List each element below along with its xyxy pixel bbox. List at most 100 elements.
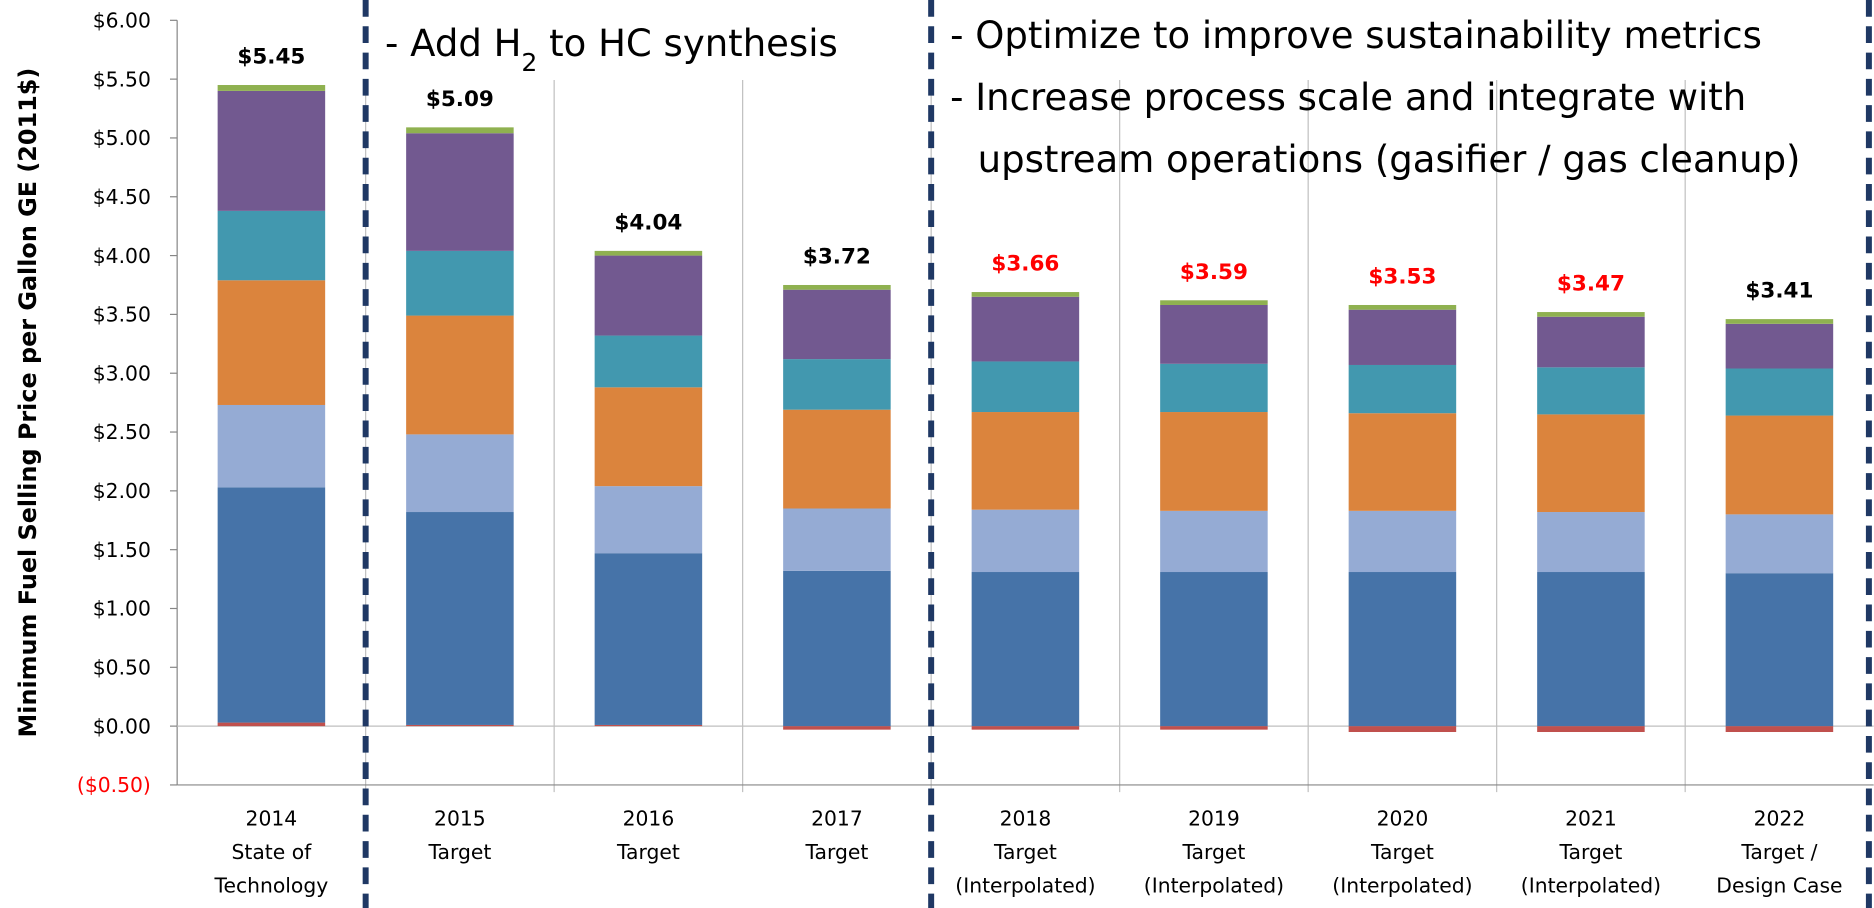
bar-segment [1348,510,1457,573]
bar-segment [406,315,514,435]
x-tick-label: Technology [214,873,329,897]
total-label: $3.66 [991,252,1059,277]
y-tick-label: $1.00 [93,597,151,621]
x-tick-label: Target / [1740,840,1817,864]
x-tick-label: Target [428,840,492,864]
bar-segment [594,250,703,256]
x-tick-label: Target [993,840,1057,864]
x-tick-label: Target [805,840,869,864]
bar-segment [783,409,891,509]
bar-segment [1537,572,1645,727]
total-label: $3.59 [1180,260,1248,285]
total-label: $3.53 [1368,264,1436,289]
bar-segment [1160,412,1268,511]
bar-segment [217,85,326,91]
bar-segment [594,255,703,336]
x-tick-label: (Interpolated) [1521,873,1661,897]
bar-segment [594,335,703,388]
bar-segment [1725,514,1834,574]
bar-segment [217,210,326,281]
bar-segment [783,570,891,727]
bar-segment [1725,368,1834,416]
y-tick-label: $1.50 [93,538,151,562]
bar-segment [1537,414,1645,513]
annotation-line: - Optimize to improve sustainability met… [950,14,1762,57]
x-tick-label: 2022 [1754,807,1806,831]
bar-segment [217,487,326,723]
annotation-part: to HC synthesis [537,22,837,65]
y-tick-label: $5.00 [93,126,151,150]
bar-segment [217,722,326,727]
x-tick-label: (Interpolated) [955,873,1095,897]
bar-segment [1725,319,1834,324]
bar-segment [406,724,514,727]
x-tick-label: Design Case [1716,873,1842,897]
bar-segment [783,726,891,730]
bar-segment [971,412,1080,510]
y-tick-label: $2.50 [93,420,151,444]
bar-segment [1160,363,1268,413]
bar-segment [1348,304,1457,310]
total-label: $3.72 [803,244,871,269]
x-tick-label: Target [616,840,680,864]
bar-segment [594,486,703,554]
total-label: $4.04 [614,210,682,235]
total-label: $5.09 [426,87,494,112]
y-tick-label: $0.00 [93,714,151,738]
bar-segment [971,726,1080,730]
bar-segment [217,90,326,211]
x-tick-label: 2021 [1565,807,1617,831]
bar-segment [406,512,514,725]
x-tick-label: (Interpolated) [1332,873,1472,897]
bar-segment [1348,364,1457,414]
y-tick-label: $4.00 [93,244,151,268]
total-label: $3.41 [1745,279,1813,304]
bar-segment [783,508,891,571]
y-axis-title: Minimum Fuel Selling Price per Gallon GE… [14,68,42,738]
y-tick-label: $3.50 [93,303,151,327]
y-tick-label: $3.00 [93,361,151,385]
x-tick-label: 2015 [434,807,486,831]
bar-segment [406,434,514,513]
x-tick-label: 2020 [1377,807,1429,831]
annotation-line: - Increase process scale and integrate w… [950,76,1746,119]
bar-segment [971,292,1080,297]
annotation-part: - Add H [385,22,521,65]
bar-segment [971,509,1080,573]
bar-segment [1348,309,1457,365]
bar-segment [783,284,891,290]
annotation-part: 2 [521,48,537,77]
annotation-line: upstream operations (gasifier / gas clea… [978,138,1801,181]
bar-segment [406,127,514,134]
x-tick-label: 2016 [623,807,675,831]
bar-segment [1725,323,1834,369]
y-tick-label: $2.00 [93,479,151,503]
x-tick-label: Target [1370,840,1434,864]
bar-segment [594,387,703,487]
bar-segment [594,553,703,725]
bar-segment [1725,726,1834,733]
annotation: - Add H2 to HC synthesis [385,22,838,77]
bar-segment [406,250,514,316]
bar-segment [406,133,514,251]
bar-segment [217,280,326,405]
bar-segment [1160,726,1268,730]
total-label: $3.47 [1557,272,1625,297]
bar-segment [971,296,1080,362]
x-tick-label: 2018 [1000,807,1052,831]
x-tick-label: (Interpolated) [1144,873,1284,897]
y-tick-label: $5.50 [93,67,151,91]
bar-segment [1160,300,1268,305]
bar-segment [1160,572,1268,727]
bar-segment [594,724,703,727]
y-tick-label: $0.50 [93,655,151,679]
bar-segment [1160,510,1268,573]
y-tick-label: $4.50 [93,185,151,209]
x-tick-label: Target [1182,840,1246,864]
bar-segment [1537,316,1645,368]
x-tick-label: 2014 [246,807,298,831]
bar-segment [783,289,891,360]
bar-segment [783,359,891,410]
